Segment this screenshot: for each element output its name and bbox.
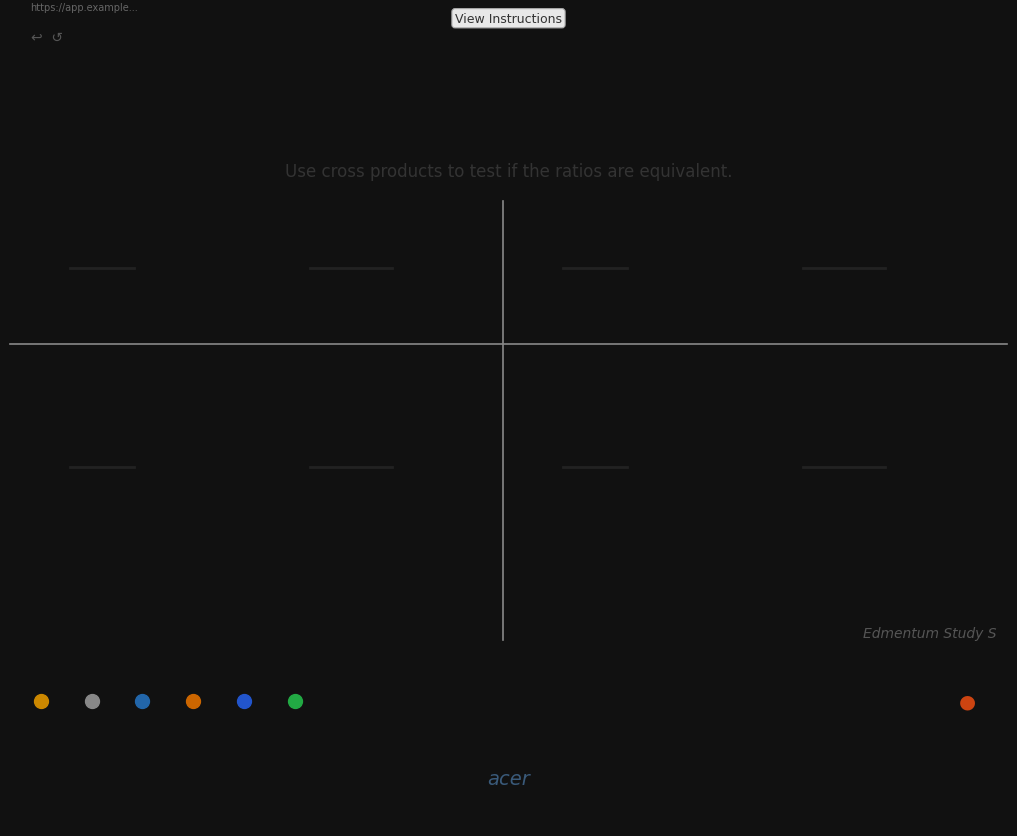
Text: 12: 12 — [319, 298, 382, 345]
Text: 8: 8 — [335, 192, 367, 240]
Text: Edmentum Study S: Edmentum Study S — [863, 626, 997, 640]
Text: ●: ● — [959, 691, 976, 710]
Text: 4: 4 — [579, 298, 611, 345]
Text: https://app.example...: https://app.example... — [31, 3, 138, 13]
Text: 15: 15 — [813, 391, 876, 439]
Text: View Instructions: View Instructions — [455, 13, 562, 26]
Text: 4: 4 — [579, 391, 611, 439]
Text: 3: 3 — [579, 497, 611, 544]
Text: 3: 3 — [579, 192, 611, 240]
Text: 9: 9 — [828, 192, 860, 240]
Text: =: = — [691, 449, 723, 487]
Text: 2: 2 — [85, 192, 118, 240]
Text: 8: 8 — [335, 497, 367, 544]
Text: acer: acer — [487, 769, 530, 788]
Text: 5: 5 — [85, 497, 118, 544]
Text: 6: 6 — [85, 391, 118, 439]
Text: 10: 10 — [319, 391, 382, 439]
Text: ↩  ↺: ↩ ↺ — [31, 32, 62, 45]
Text: =: = — [202, 449, 235, 487]
Text: Use cross products to test if the ratios are equivalent.: Use cross products to test if the ratios… — [285, 163, 732, 181]
Text: =: = — [202, 250, 235, 288]
Text: 10: 10 — [813, 497, 876, 544]
Text: 12: 12 — [813, 298, 876, 345]
Text: Using Cross Products to Test for Equivalent Ratios: Using Cross Products to Test for Equival… — [115, 105, 902, 134]
Text: =: = — [691, 250, 723, 288]
Text: 3: 3 — [85, 298, 118, 345]
